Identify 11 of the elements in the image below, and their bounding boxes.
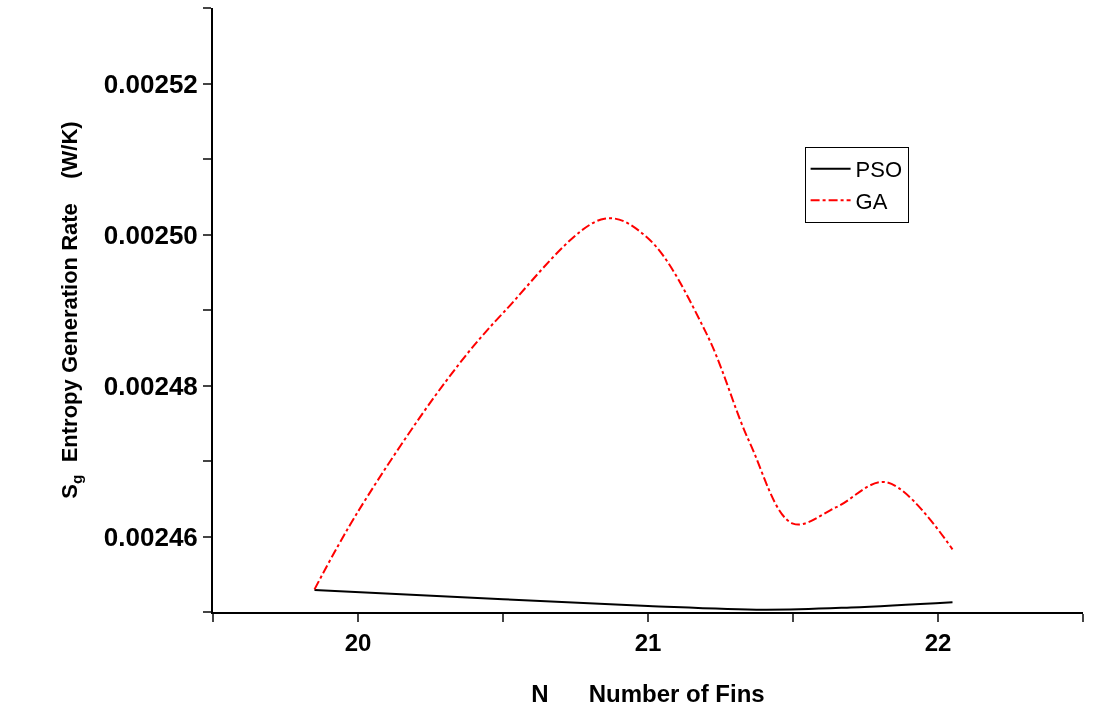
line-series <box>313 217 954 591</box>
y-tick-label: 0.00252 <box>103 68 198 99</box>
legend-label: PSO <box>855 157 903 183</box>
y-tick-label: 0.00248 <box>103 370 198 401</box>
x-tick-label: 21 <box>634 628 662 656</box>
x-axis-title: N Number of Fins <box>531 679 765 707</box>
y-tick-label: 0.00246 <box>103 521 198 552</box>
x-tick-label: 20 <box>344 628 372 656</box>
legend-label: GA <box>855 188 888 214</box>
x-tick-label: 22 <box>924 628 952 656</box>
y-tick-label: 0.00250 <box>103 219 198 250</box>
